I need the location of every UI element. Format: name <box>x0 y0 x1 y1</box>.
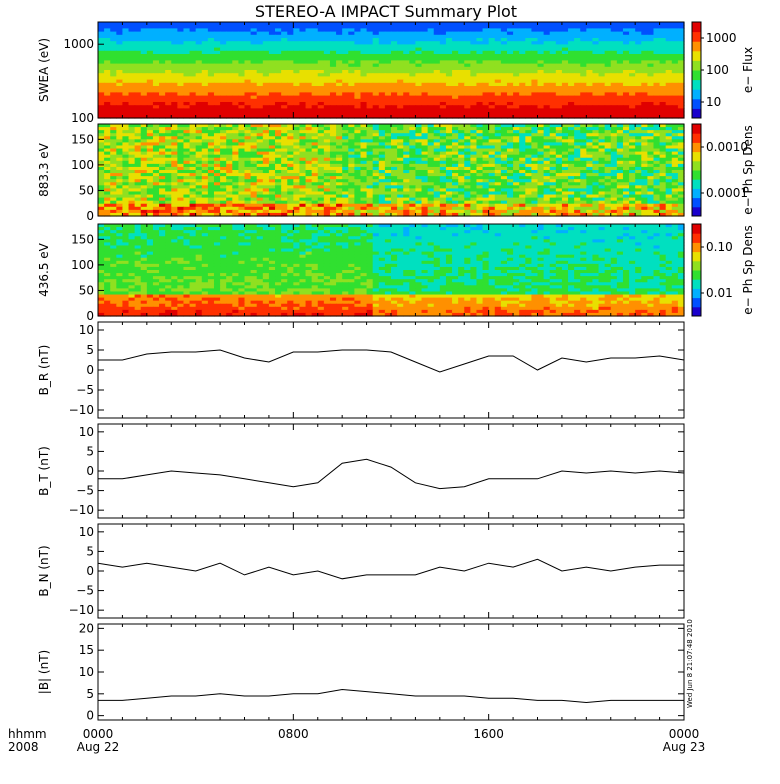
colorbar-tick-label: 100 <box>706 63 729 77</box>
y-tick-label: 1000 <box>63 37 94 51</box>
colorbar-segment <box>692 32 701 42</box>
y-axis-label: SWEA (eV) <box>37 38 51 102</box>
colorbar: 1000 100 10 e− Flux <box>692 22 755 119</box>
colorbar-segment <box>692 80 701 90</box>
colorbar-segment <box>692 89 701 99</box>
colorbar-tick-label: 10 <box>706 95 721 109</box>
colorbar-segment <box>692 99 701 109</box>
colorbar-segment <box>692 41 701 51</box>
colorbar-segment <box>692 51 701 61</box>
y-tick-label: 100 <box>71 111 94 125</box>
colorbar-tick-label: 1000 <box>706 31 737 45</box>
colorbar-segment <box>692 108 701 118</box>
colorbar-segment <box>692 60 701 70</box>
colorbar-segment <box>692 22 701 32</box>
panel-1: 1000 100 1000 100 10 e− Flux SWEA (eV) <box>37 22 755 125</box>
plot-title: STEREO-A IMPACT Summary Plot <box>255 2 517 21</box>
colorbar-segment <box>692 70 701 80</box>
colorbar-label: e− Flux <box>741 47 755 93</box>
